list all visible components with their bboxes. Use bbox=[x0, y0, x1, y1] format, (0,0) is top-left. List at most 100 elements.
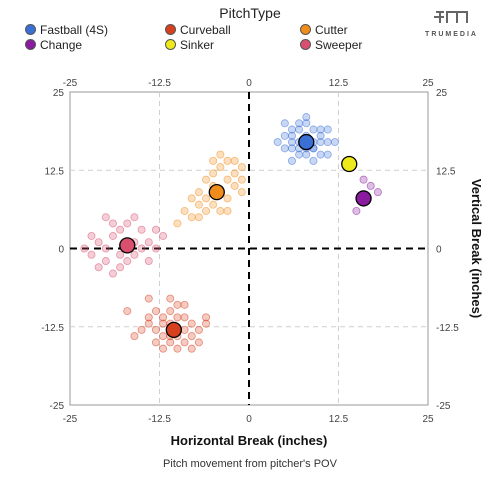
pitch-point bbox=[123, 307, 132, 316]
pitch-point bbox=[180, 338, 189, 347]
pitch-point bbox=[173, 219, 182, 228]
pitch-point bbox=[166, 307, 175, 316]
pitch-point bbox=[87, 250, 96, 259]
legend-item-cutter: Cutter bbox=[300, 23, 348, 37]
legend-marker bbox=[165, 24, 176, 35]
x-tick-label-top: -12.5 bbox=[148, 78, 171, 89]
pitch-point bbox=[144, 294, 153, 303]
pitch-point bbox=[280, 119, 289, 128]
x-tick-label-top: -25 bbox=[63, 78, 78, 89]
pitch-point bbox=[323, 138, 332, 147]
y-tick-label-left: 25 bbox=[53, 88, 65, 99]
legend-label: Change bbox=[40, 38, 83, 52]
pitch-point bbox=[223, 156, 232, 165]
x-tick-label-top: 0 bbox=[246, 78, 252, 89]
pitch-point bbox=[323, 125, 332, 134]
y-tick-label-left: 0 bbox=[58, 245, 64, 256]
legend-label: Fastball (4S) bbox=[40, 23, 109, 37]
pitch-point bbox=[187, 194, 196, 203]
pitch-point bbox=[309, 156, 318, 165]
pitch-point bbox=[144, 319, 153, 328]
pitch-point bbox=[330, 138, 339, 147]
pitch-point bbox=[216, 150, 225, 159]
pitch-point bbox=[373, 188, 382, 197]
legend-marker bbox=[165, 39, 176, 50]
pitch-point bbox=[295, 119, 304, 128]
pitch-point bbox=[223, 206, 232, 215]
pitch-point bbox=[209, 200, 218, 209]
pitch-point bbox=[202, 313, 211, 322]
pitch-point bbox=[280, 144, 289, 153]
pitch-point bbox=[144, 238, 153, 247]
pitch-point bbox=[194, 200, 203, 209]
pitch-point bbox=[202, 194, 211, 203]
pitch-point bbox=[159, 231, 168, 240]
pitch-point bbox=[108, 269, 117, 278]
trumedia-logo-icon bbox=[433, 11, 468, 23]
y-axis-label: Vertical Break (inches) bbox=[469, 179, 484, 318]
pitch-point bbox=[108, 219, 117, 228]
pitch-point bbox=[287, 138, 296, 147]
pitch-point bbox=[94, 238, 103, 247]
pitch-point bbox=[202, 175, 211, 184]
pitch-point bbox=[159, 319, 168, 328]
pitch-point bbox=[108, 231, 117, 240]
y-tick-label-right: -25 bbox=[436, 401, 451, 412]
pitch-point bbox=[352, 206, 361, 215]
y-tick-label-right: -12.5 bbox=[436, 323, 459, 334]
pitch-point bbox=[187, 213, 196, 222]
legend-marker bbox=[25, 24, 36, 35]
x-tick-label-bottom: -25 bbox=[63, 414, 78, 425]
pitch-point bbox=[316, 131, 325, 140]
legend-label: Sweeper bbox=[315, 38, 363, 52]
pitch-point bbox=[209, 156, 218, 165]
y-tick-label-left: -12.5 bbox=[41, 323, 64, 334]
pitch-point bbox=[116, 250, 125, 259]
legend-item-sinker: Sinker bbox=[165, 38, 214, 52]
pitch-point bbox=[180, 325, 189, 334]
pitch-point bbox=[144, 257, 153, 266]
pitch-point bbox=[187, 344, 196, 353]
pitch-point bbox=[187, 319, 196, 328]
pitch-point bbox=[187, 332, 196, 341]
pitch-point bbox=[166, 294, 175, 303]
brand: TRUMEDIA bbox=[425, 8, 478, 38]
pitch-point bbox=[202, 206, 211, 215]
pitch-point bbox=[230, 169, 239, 178]
legend-item-fastball-4s: Fastball (4S) bbox=[25, 23, 108, 37]
pitch-point bbox=[151, 325, 160, 334]
pitch-point bbox=[209, 169, 218, 178]
pitch-point bbox=[180, 313, 189, 322]
x-tick-label-bottom: 12.5 bbox=[329, 414, 349, 425]
pitch-point bbox=[230, 181, 239, 190]
legend-label: Cutter bbox=[315, 23, 348, 37]
pitch-point bbox=[287, 156, 296, 165]
pitch-point bbox=[237, 188, 246, 197]
pitch-point bbox=[151, 338, 160, 347]
pitch-point bbox=[237, 163, 246, 172]
pitch-point bbox=[159, 332, 168, 341]
legend-item-curveball: Curveball bbox=[165, 23, 231, 37]
pitch-point bbox=[137, 225, 146, 234]
legend-title: PitchType bbox=[219, 5, 281, 21]
pitch-point bbox=[130, 213, 139, 222]
y-tick-label-right: 12.5 bbox=[436, 166, 456, 177]
pitch-point bbox=[216, 206, 225, 215]
pitch-point bbox=[137, 244, 146, 253]
pitch-point bbox=[144, 313, 153, 322]
y-tick-label-right: 25 bbox=[436, 88, 448, 99]
pitch-point bbox=[159, 344, 168, 353]
pitch-point bbox=[151, 307, 160, 316]
pitch-point bbox=[180, 300, 189, 309]
chart-caption: Pitch movement from pitcher's POV bbox=[163, 458, 337, 470]
pitch-point bbox=[116, 263, 125, 272]
pitch-point bbox=[87, 231, 96, 240]
pitch-point bbox=[130, 250, 139, 259]
pitch-point bbox=[273, 138, 282, 147]
legend-marker bbox=[300, 24, 311, 35]
pitch-point bbox=[194, 188, 203, 197]
legend-label: Sinker bbox=[180, 38, 215, 52]
y-tick-label-left: -25 bbox=[50, 401, 65, 412]
pitch-point bbox=[366, 181, 375, 190]
pitch-point bbox=[94, 263, 103, 272]
